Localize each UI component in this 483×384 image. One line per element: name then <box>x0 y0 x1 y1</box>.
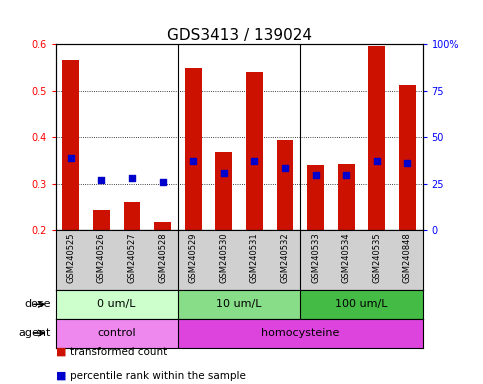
Text: GSM240525: GSM240525 <box>66 232 75 283</box>
Text: GSM240530: GSM240530 <box>219 232 228 283</box>
Text: GSM240533: GSM240533 <box>311 232 320 283</box>
Bar <box>93 210 110 230</box>
Text: GSM240535: GSM240535 <box>372 232 381 283</box>
Bar <box>215 152 232 230</box>
Point <box>251 157 258 164</box>
Bar <box>178 290 300 319</box>
Point <box>128 175 136 181</box>
Point <box>189 159 197 165</box>
Text: dose: dose <box>24 299 51 310</box>
Text: GSM240531: GSM240531 <box>250 232 259 283</box>
Bar <box>124 202 141 230</box>
Bar <box>246 72 263 230</box>
Bar <box>56 290 178 319</box>
Bar <box>300 290 423 319</box>
Text: ■: ■ <box>56 347 66 357</box>
Point <box>373 159 381 165</box>
Text: transformed count: transformed count <box>70 347 167 357</box>
Point <box>67 155 75 161</box>
Text: GSM240848: GSM240848 <box>403 232 412 283</box>
Point <box>403 160 411 166</box>
Text: control: control <box>98 328 136 338</box>
Text: GSM240534: GSM240534 <box>341 232 351 283</box>
Bar <box>56 319 178 348</box>
Bar <box>338 164 355 230</box>
Point <box>342 171 350 177</box>
Text: GSM240527: GSM240527 <box>128 232 137 283</box>
Text: homocysteine: homocysteine <box>261 328 340 338</box>
Text: percentile rank within the sample: percentile rank within the sample <box>70 371 246 381</box>
Point <box>281 166 289 172</box>
Text: 100 um/L: 100 um/L <box>335 299 388 310</box>
Bar <box>185 68 201 230</box>
Bar <box>399 85 416 230</box>
Text: GSM240528: GSM240528 <box>158 232 167 283</box>
Bar <box>62 60 79 230</box>
Bar <box>369 46 385 230</box>
Title: GDS3413 / 139024: GDS3413 / 139024 <box>167 28 312 43</box>
Text: 0 um/L: 0 um/L <box>98 299 136 310</box>
Point <box>159 179 167 185</box>
Bar <box>277 140 293 230</box>
Text: ■: ■ <box>56 371 66 381</box>
Point <box>312 171 319 177</box>
Bar <box>307 165 324 230</box>
Text: GSM240529: GSM240529 <box>189 232 198 283</box>
Text: agent: agent <box>18 328 51 338</box>
Text: GSM240532: GSM240532 <box>281 232 289 283</box>
Bar <box>178 319 423 348</box>
Bar <box>154 222 171 230</box>
Point <box>98 177 105 183</box>
Text: GSM240526: GSM240526 <box>97 232 106 283</box>
Point <box>220 170 227 176</box>
Text: 10 um/L: 10 um/L <box>216 299 262 310</box>
